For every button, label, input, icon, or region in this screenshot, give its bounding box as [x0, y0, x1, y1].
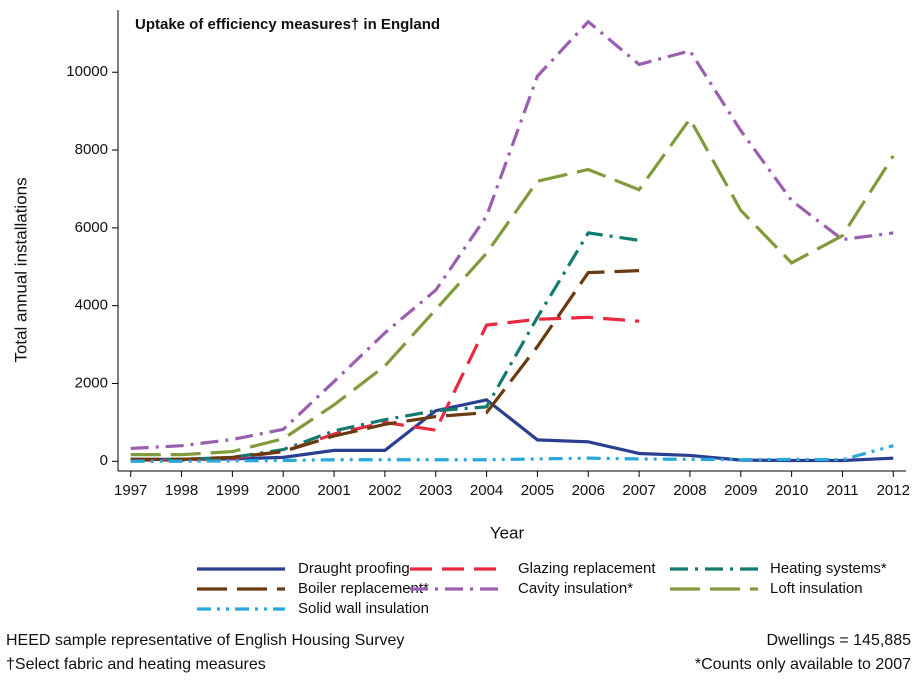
x-tick-label: 2010	[775, 482, 808, 499]
legend-label: Glazing replacement	[518, 560, 656, 577]
note: HEED sample representative of English Ho…	[6, 632, 404, 649]
x-axis-label: Year	[490, 523, 525, 542]
x-tick-label: 2006	[572, 482, 605, 499]
x-tick-label: 1997	[114, 482, 147, 499]
x-tick-label: 2004	[470, 482, 503, 499]
legend-label: Draught proofing	[298, 560, 410, 577]
y-tick-label: 8000	[75, 141, 108, 158]
x-tick-label: 2003	[419, 482, 452, 499]
note: Dwellings = 145,885	[766, 632, 911, 649]
y-tick-label: 0	[100, 452, 108, 469]
x-tick-label: 2011	[826, 482, 858, 499]
series-line	[130, 398, 894, 463]
legend-label: Boiler replacement*	[298, 580, 429, 597]
x-tick-label: 1998	[165, 482, 198, 499]
y-tick-label: 2000	[75, 374, 108, 391]
x-tick-label: 2005	[521, 482, 554, 499]
y-axis-label: Total annual installations	[11, 177, 30, 362]
chart-title: Uptake of efficiency measures† in Englan…	[135, 16, 440, 33]
x-tick-label: 2012	[877, 482, 910, 499]
legend-label: Cavity insulation*	[518, 580, 633, 597]
series-line	[130, 19, 894, 451]
y-tick-label: 6000	[75, 219, 108, 236]
x-tick-label: 2002	[368, 482, 401, 499]
x-tick-label: 2000	[267, 482, 300, 499]
legend-label: Solid wall insulation	[298, 600, 429, 617]
series-line	[130, 315, 640, 462]
y-tick-label: 4000	[75, 297, 108, 314]
x-tick-label: 2008	[673, 482, 706, 499]
series-line	[130, 269, 640, 461]
series-line	[130, 444, 894, 463]
x-tick-label: 2007	[622, 482, 655, 499]
note: *Counts only available to 2007	[695, 656, 911, 673]
legend-label: Loft insulation	[770, 580, 863, 597]
note: †Select fabric and heating measures	[6, 656, 266, 673]
x-tick-label: 2001	[317, 482, 350, 499]
legend-label: Heating systems*	[770, 560, 887, 577]
y-tick-label: 10000	[66, 63, 108, 80]
x-tick-label: 1999	[216, 482, 249, 499]
series-line	[130, 115, 895, 457]
x-tick-label: 2009	[724, 482, 757, 499]
